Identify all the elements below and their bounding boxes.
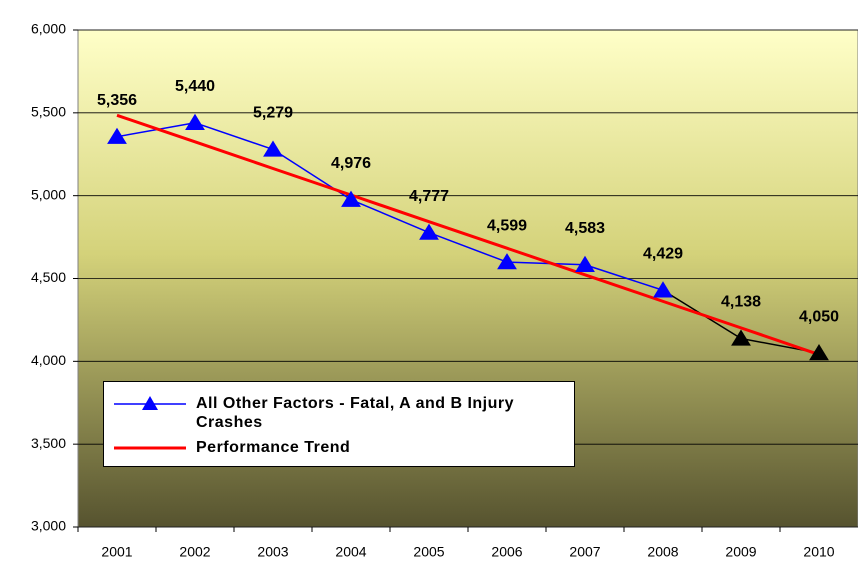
data-label: 5,356 bbox=[97, 92, 137, 109]
marker bbox=[731, 329, 751, 346]
x-tick-label: 2004 bbox=[335, 544, 366, 560]
marker bbox=[575, 255, 595, 272]
x-tick-label: 2001 bbox=[101, 544, 132, 560]
x-tick-label: 2007 bbox=[569, 544, 600, 560]
legend-label: Performance Trend bbox=[196, 439, 351, 456]
data-label: 4,777 bbox=[409, 188, 449, 205]
marker bbox=[809, 344, 829, 361]
legend-entry: Performance Trend bbox=[104, 438, 556, 458]
y-tick-label: 5,500 bbox=[31, 104, 66, 120]
data-label: 5,440 bbox=[175, 78, 215, 95]
series-line-segment bbox=[506, 261, 586, 266]
x-tick-label: 2009 bbox=[725, 544, 756, 560]
series-line-segment bbox=[350, 198, 430, 234]
marker bbox=[341, 190, 361, 207]
x-tick-label: 2003 bbox=[257, 544, 288, 560]
data-label: 4,583 bbox=[565, 220, 605, 237]
series-line-segment bbox=[194, 122, 274, 151]
marker bbox=[653, 281, 673, 298]
data-label: 4,429 bbox=[643, 245, 683, 262]
series-line-segment bbox=[584, 264, 664, 291]
x-tick-label: 2006 bbox=[491, 544, 522, 560]
legend-label: All Other Factors - Fatal, A and B Injur… bbox=[196, 395, 515, 431]
trend-line bbox=[116, 113, 820, 356]
y-tick-label: 3,000 bbox=[31, 518, 66, 534]
data-label: 4,976 bbox=[331, 155, 371, 172]
marker bbox=[107, 127, 127, 144]
legend-symbol bbox=[114, 446, 186, 450]
marker bbox=[185, 113, 205, 130]
y-tick-label: 6,000 bbox=[31, 21, 66, 37]
x-tick-label: 2010 bbox=[803, 544, 834, 560]
legend-entry: All Other Factors - Fatal, A and B Injur… bbox=[104, 394, 556, 432]
data-label: 4,599 bbox=[487, 217, 527, 234]
x-tick-label: 2002 bbox=[179, 544, 210, 560]
legend-symbol bbox=[114, 396, 186, 410]
x-tick-label: 2005 bbox=[413, 544, 444, 560]
data-label: 4,138 bbox=[721, 294, 761, 311]
marker bbox=[263, 140, 283, 157]
series-line-segment bbox=[428, 231, 508, 263]
legend: All Other Factors - Fatal, A and B Injur… bbox=[103, 381, 575, 467]
y-tick-label: 3,500 bbox=[31, 435, 66, 451]
x-tick-label: 2008 bbox=[647, 544, 678, 560]
y-tick-label: 4,000 bbox=[31, 352, 66, 368]
marker bbox=[497, 253, 517, 270]
y-tick-label: 4,500 bbox=[31, 269, 66, 285]
data-label: 4,050 bbox=[799, 308, 839, 325]
y-tick-label: 5,000 bbox=[31, 186, 66, 202]
data-label: 5,279 bbox=[253, 105, 293, 122]
marker bbox=[419, 223, 439, 240]
